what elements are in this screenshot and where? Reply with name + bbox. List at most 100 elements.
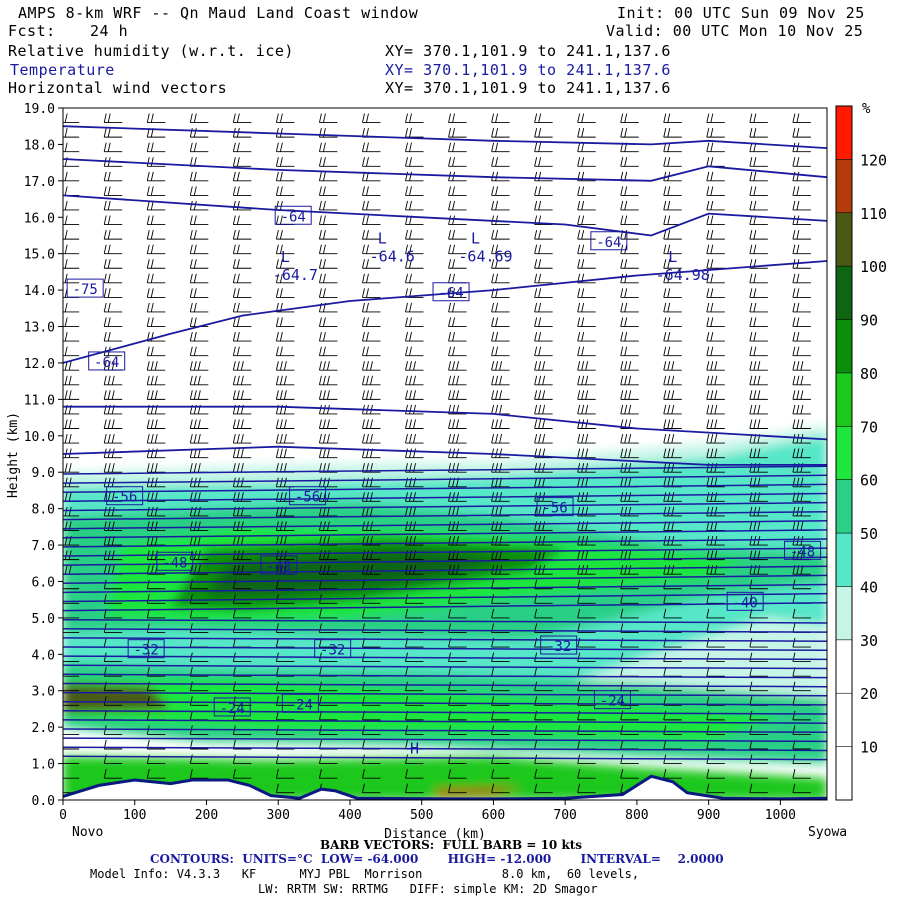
- temperature-contour: [63, 556, 827, 566]
- y-axis: 0.0 1.0 2.0 3.0 4.0 5.0 6.0 7.0 8.0 9.0 10.0 11.0 12…: [24, 102, 63, 809]
- colorbar: 10 20 30 40 50 60 70 80 90 100 110 120: [835, 105, 887, 801]
- wind-barb: [405, 317, 424, 327]
- wind-barb: [103, 725, 123, 735]
- y-tick-label: 18.0: [24, 138, 55, 153]
- wind-barb: [318, 288, 338, 298]
- y-tick-label: 19.0: [24, 102, 55, 117]
- wind-barb: [577, 215, 596, 225]
- temperature-contour: [63, 405, 827, 441]
- wind-barb: [577, 535, 596, 546]
- temperature-contour: [63, 445, 827, 466]
- wind-barb: [63, 244, 80, 255]
- contour-legend: CONTOURS: UNITS=°C LOW= -64.000 HIGH= -1…: [150, 852, 724, 866]
- rh-band-110-low: [63, 683, 171, 713]
- extremum-marker: L: [378, 230, 387, 248]
- wind-barb: [749, 375, 768, 386]
- wind-barb: [146, 259, 166, 269]
- y-tick-label: 11.0: [24, 393, 55, 408]
- wind-barb: [706, 244, 725, 255]
- wind-barb: [103, 302, 123, 313]
- wind-barb: [362, 390, 381, 400]
- wind-barb: [749, 288, 768, 298]
- colorbar-segment: [836, 693, 852, 747]
- wind-barb: [405, 171, 424, 182]
- wind-barb: [189, 200, 209, 211]
- wind-barb: [706, 108, 725, 109]
- wind-barb: [103, 259, 123, 269]
- y-tick-label: 13.0: [24, 321, 55, 336]
- wind-barb: [620, 448, 639, 459]
- wind-barb: [63, 273, 80, 284]
- wind-barb: [491, 375, 510, 386]
- wind-barb: [663, 390, 682, 400]
- wind-barb: [232, 681, 252, 692]
- wind-barb: [448, 390, 467, 400]
- colorbar-tick-label: 40: [860, 578, 878, 596]
- wind-barb: [663, 200, 682, 211]
- wind-barb: [706, 361, 725, 371]
- wind-barb: [275, 433, 295, 444]
- wind-barb: [749, 186, 768, 196]
- temperature-contour: [63, 700, 827, 706]
- wind-barb: [63, 317, 80, 327]
- wind-barb: [577, 288, 596, 298]
- wind-barb: [189, 623, 209, 633]
- wind-barb: [448, 128, 467, 138]
- wind-barb: [491, 433, 510, 444]
- wind-barb: [405, 754, 424, 765]
- wind-barb: [620, 652, 639, 663]
- wind-barb: [491, 521, 510, 531]
- contour-label-box: [213, 697, 251, 717]
- wind-barb: [534, 142, 553, 153]
- wind-barb: [577, 230, 596, 240]
- temperature-contour: [63, 510, 827, 521]
- wind-barb: [620, 769, 639, 779]
- wind-barb: [620, 259, 639, 269]
- wind-barb: [318, 681, 338, 692]
- wind-barb: [620, 302, 639, 313]
- wind-barb: [706, 375, 725, 386]
- wind-barb: [232, 288, 252, 298]
- wind-barb: [792, 273, 811, 284]
- wind-barb: [706, 506, 725, 517]
- wind-barb: [318, 346, 338, 357]
- wind-barb: [577, 244, 596, 255]
- temperature-contour: [63, 746, 827, 752]
- wind-barb: [189, 288, 209, 298]
- wind-barb: [146, 463, 166, 473]
- terrain-line: [63, 774, 827, 800]
- wind-barb: [534, 390, 553, 400]
- wind-barb: [448, 783, 467, 794]
- wind-barb: [275, 142, 295, 153]
- wind-barb: [103, 142, 123, 153]
- temperature-contour: [63, 673, 827, 679]
- field-temperature-xy: XY= 370.1,101.9 to 241.1,137.6: [385, 61, 671, 79]
- temperature-contour: [63, 158, 827, 182]
- wind-barb: [232, 346, 252, 357]
- wind-barb: [275, 783, 295, 794]
- contour-label: -64: [438, 286, 463, 302]
- wind-barb: [189, 302, 209, 313]
- colorbar-segment: [836, 639, 852, 694]
- wind-barb: [318, 215, 338, 225]
- wind-barb: [534, 375, 553, 386]
- wind-barb: [749, 769, 768, 779]
- wind-barb: [63, 142, 80, 153]
- wind-barb: [63, 108, 80, 109]
- wind-barb: [189, 419, 209, 429]
- wind-barb: [534, 331, 553, 342]
- wind-barb: [362, 288, 381, 298]
- wind-barb: [405, 769, 424, 779]
- wind-barb: [706, 288, 725, 298]
- y-tick-label: 14.0: [24, 284, 55, 299]
- temperature-contour: [63, 520, 827, 530]
- wind-barb: [232, 623, 252, 633]
- wind-barb: [63, 579, 80, 590]
- wind-barb: [103, 506, 123, 517]
- wind-barb: [318, 361, 338, 371]
- wind-barb: [103, 200, 123, 211]
- wind-barb: [146, 696, 166, 706]
- wind-barb: [534, 273, 553, 284]
- temperature-contour: [63, 547, 827, 557]
